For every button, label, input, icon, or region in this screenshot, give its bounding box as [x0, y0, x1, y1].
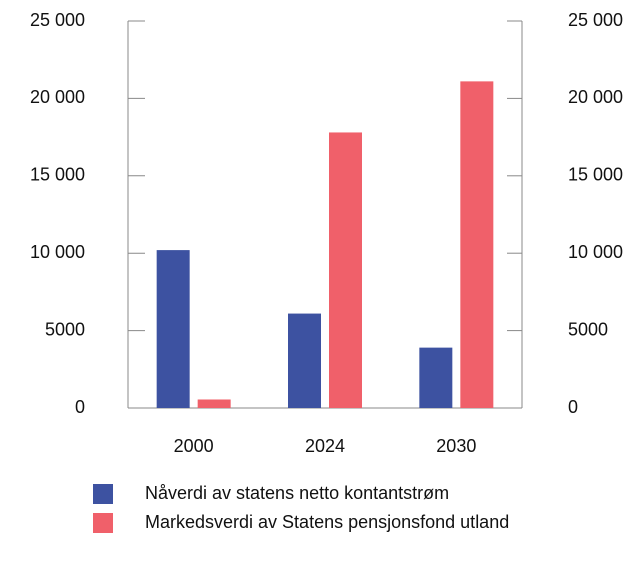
bar — [329, 132, 362, 408]
chart: 0 5000 10 000 15 000 20 000 25 000 0 5000 10 000… — [30, 10, 623, 456]
y2-tick-label: 10 000 — [568, 242, 623, 262]
y-tick-label: 15 000 — [30, 165, 85, 185]
y2-tick-label: 5000 — [568, 319, 608, 339]
y-tick-label: 25 000 — [30, 10, 85, 30]
y2-tick-label: 0 — [568, 397, 578, 417]
y-tick-label: 10 000 — [30, 242, 85, 262]
legend: Nåverdi av statens netto kontantstrøm Mar… — [93, 483, 533, 542]
x-tick-label: 2024 — [305, 436, 345, 456]
y2-tick-label: 15 000 — [568, 165, 623, 185]
y-tick-label: 20 000 — [30, 87, 85, 107]
bar — [460, 81, 494, 408]
legend-item: Nåverdi av statens netto kontantstrøm — [93, 483, 533, 507]
bar — [156, 250, 190, 408]
x-tick-label: 2030 — [436, 436, 476, 456]
y2-tick-label: 25 000 — [568, 10, 623, 30]
bar — [197, 399, 231, 408]
legend-label: Nåverdi av statens netto kontantstrøm — [145, 483, 450, 503]
bar — [288, 313, 321, 408]
legend-item: Markedsverdi av Statens pensjonsfond utl… — [93, 512, 533, 536]
y-tick-label: 5000 — [45, 319, 85, 339]
y-tick-label: 0 — [75, 397, 85, 417]
legend-label: Markedsverdi av Statens pensjonsfond utl… — [145, 512, 510, 532]
legend-swatch — [93, 513, 113, 533]
bar — [419, 347, 453, 408]
x-tick-label: 2000 — [174, 436, 214, 456]
legend-swatch — [93, 484, 113, 504]
y2-tick-label: 20 000 — [568, 87, 623, 107]
